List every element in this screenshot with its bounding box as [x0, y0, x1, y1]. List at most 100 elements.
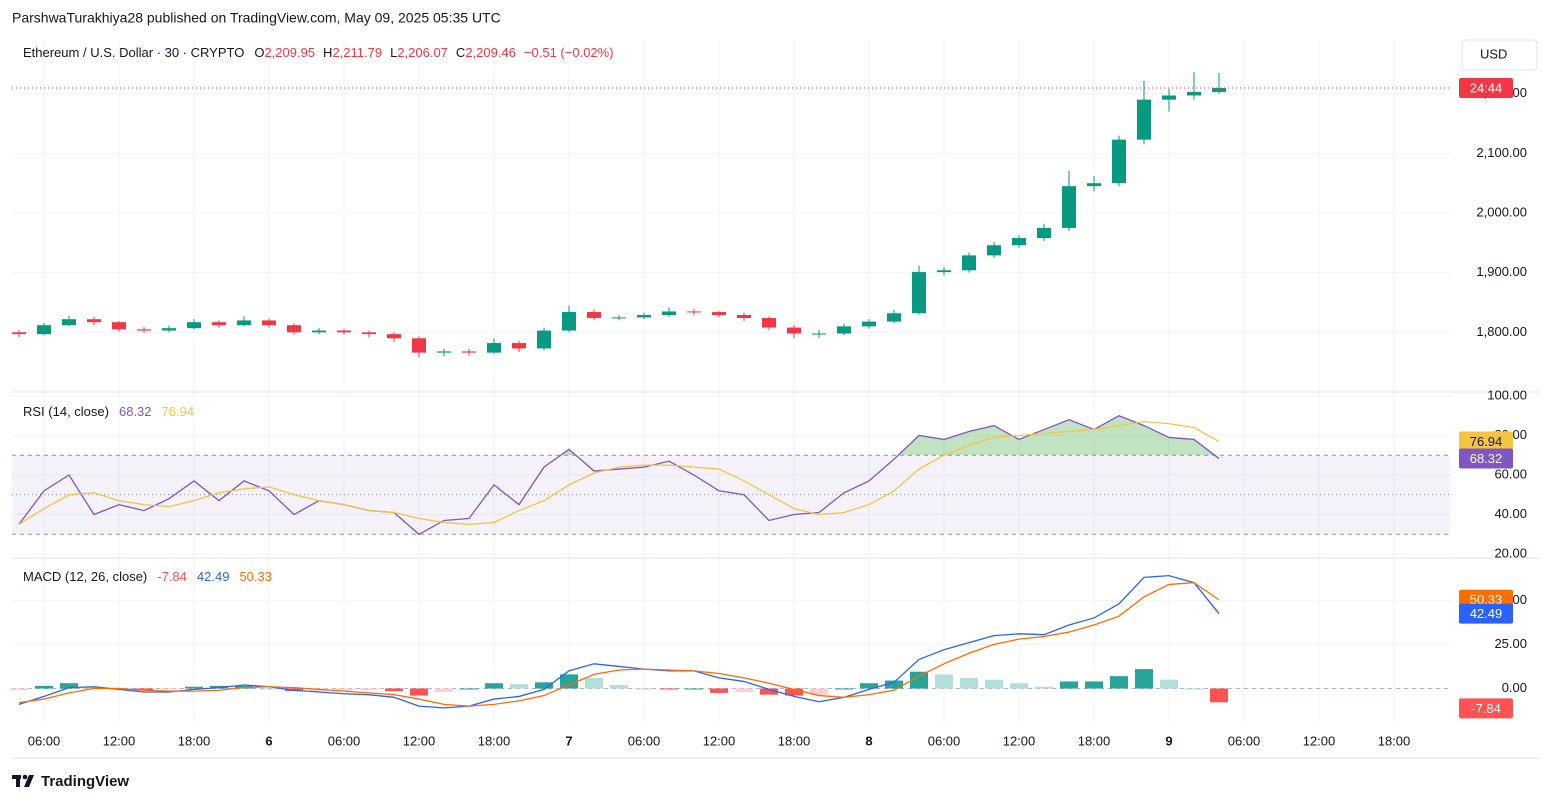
- histogram-bar: [785, 688, 803, 696]
- histogram-bar: [385, 688, 403, 692]
- indicator-title: MACD (12, 26, close): [23, 569, 147, 584]
- x-tick-label: 06:00: [328, 733, 361, 748]
- axis-tag: [1459, 448, 1513, 469]
- histogram-bar: [1035, 686, 1053, 689]
- y-tick-label: 20.00: [1494, 545, 1527, 560]
- candle-body: [537, 330, 551, 349]
- candle-body: [12, 332, 26, 335]
- candle-body: [1137, 99, 1151, 140]
- histogram-bar: [835, 688, 853, 690]
- histogram-bar: [460, 688, 478, 690]
- logo-part: [16, 775, 20, 787]
- histogram-bar: [1185, 688, 1203, 690]
- ohlc-key: C: [456, 45, 465, 60]
- axis-tag: [1459, 78, 1513, 99]
- histogram-bar: [960, 677, 978, 689]
- indicator-value: 76.94: [162, 404, 195, 419]
- x-tick-label: 06:00: [28, 733, 61, 748]
- histogram-bar: [510, 684, 528, 689]
- y-tick-label: 2,000.00: [1476, 204, 1527, 219]
- ohlc-key: L: [390, 45, 397, 60]
- axis-tag: [1459, 603, 1513, 624]
- candle-body: [437, 351, 451, 353]
- histogram-bar: [135, 688, 153, 691]
- histogram-bar: [610, 684, 628, 689]
- histogram-bar: [1160, 679, 1178, 689]
- histogram-bar: [935, 674, 953, 689]
- histogram-bar: [760, 688, 778, 695]
- ohlc-value: 2,209.95: [264, 45, 315, 60]
- ohlc-value: 2,209.46: [465, 45, 516, 60]
- candle-body: [162, 328, 176, 331]
- publish-header: ParshwaTurakhiya28 published on TradingV…: [12, 10, 501, 26]
- candle-body: [937, 270, 951, 273]
- x-tick-label: 12:00: [1303, 733, 1336, 748]
- histogram-bar: [660, 688, 678, 690]
- histogram-bar: [360, 688, 378, 691]
- histogram-bar: [735, 688, 753, 693]
- histogram-bar: [685, 688, 703, 690]
- candle-body: [287, 325, 301, 333]
- histogram-bar: [60, 683, 78, 689]
- legend: MACD (12, 26, close) -7.84 42.49 50.33: [23, 569, 272, 584]
- candle-body: [787, 327, 801, 334]
- candle-body: [312, 330, 326, 333]
- candle-body: [1062, 186, 1076, 228]
- histogram-bar: [185, 686, 203, 689]
- histogram-bar: [485, 683, 503, 689]
- candle-body: [337, 330, 351, 333]
- x-tick-label: 06:00: [1228, 733, 1261, 748]
- macd-line: [18, 574, 1220, 709]
- legend: RSI (14, close) 68.32 76.94: [23, 404, 194, 419]
- x-tick-label: 12:00: [403, 733, 436, 748]
- x-tick-label: 18:00: [1078, 733, 1111, 748]
- currency-box[interactable]: [1461, 39, 1538, 71]
- histogram-bar: [10, 688, 28, 691]
- brand: TradingView: [41, 773, 129, 790]
- candle-body: [487, 343, 501, 353]
- candle-body: [462, 351, 476, 353]
- y-tick-label: 0.00: [1502, 680, 1527, 695]
- histogram-bar: [1085, 681, 1103, 689]
- x-tick-label: 9: [1165, 733, 1172, 748]
- candle-body: [1012, 238, 1026, 246]
- y-tick-label: 60.00: [1494, 466, 1527, 481]
- x-tick-label: 18:00: [778, 733, 811, 748]
- x-tick-label: 8: [865, 733, 872, 748]
- histogram-bar: [410, 688, 428, 696]
- candle-body: [262, 320, 276, 326]
- y-tick-label: 25.00: [1494, 636, 1527, 651]
- x-tick-label: 18:00: [1378, 733, 1411, 748]
- axis-tag-label: 50.33: [1470, 592, 1503, 607]
- axis-tag-label: 24:44: [1470, 80, 1503, 95]
- brand-logo: [12, 774, 34, 787]
- candle-body: [1162, 95, 1176, 100]
- indicator-value: 68.32: [119, 404, 152, 419]
- y-tick-label: 2,100.00: [1476, 145, 1527, 160]
- ohlc-key: H: [323, 45, 332, 60]
- candle-body: [912, 272, 926, 314]
- candle-body: [1187, 91, 1201, 96]
- histogram-bar: [1110, 676, 1128, 689]
- candle-body: [687, 311, 701, 313]
- histogram-bar: [435, 688, 453, 693]
- candle-body: [587, 312, 601, 319]
- x-tick-label: 06:00: [628, 733, 661, 748]
- indicator-value: -7.84: [157, 569, 187, 584]
- histogram-bar: [985, 679, 1003, 689]
- logo-part: [22, 774, 28, 780]
- candle-body: [887, 313, 901, 322]
- candle-body: [62, 319, 76, 326]
- histogram-bar: [160, 688, 178, 690]
- histogram-bar: [85, 686, 103, 689]
- candle-body: [187, 322, 201, 329]
- candle-body: [737, 315, 751, 319]
- logo-part: [24, 775, 34, 787]
- candle-body: [662, 311, 676, 316]
- candle-body: [612, 317, 626, 319]
- indicator-value: 42.49: [197, 569, 230, 584]
- indicator-value: 50.33: [239, 569, 272, 584]
- histogram-bar: [335, 688, 353, 692]
